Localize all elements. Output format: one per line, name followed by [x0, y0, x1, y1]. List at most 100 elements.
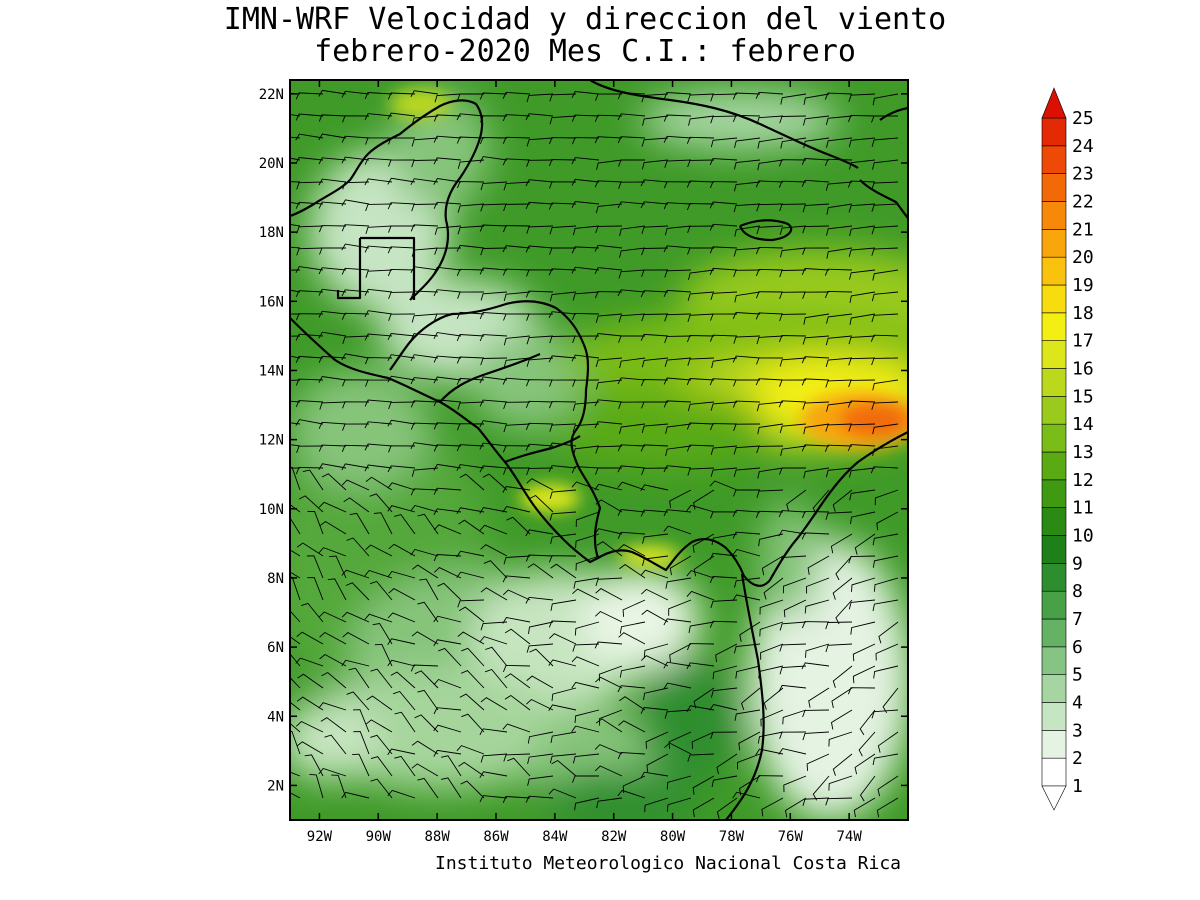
wind-barb: [595, 577, 623, 587]
wind-barb: [304, 754, 324, 777]
wind-barb: [875, 643, 899, 661]
wind-barb: [548, 788, 577, 799]
wind-barb: [295, 400, 324, 408]
wind-barb: [779, 291, 807, 299]
wind-barb: [411, 467, 439, 477]
wind-barb: [479, 156, 508, 164]
wind-barb: [387, 612, 416, 623]
colorbar-segment: [1041, 173, 1067, 202]
wind-barb: [296, 741, 324, 755]
wind-barb: [341, 224, 370, 232]
wind-barb: [668, 731, 692, 749]
wind-barb: [390, 671, 416, 689]
wind-barb: [327, 578, 347, 601]
wind-barb: [640, 333, 669, 341]
wind-barbs: [290, 89, 899, 819]
wind-barb: [365, 203, 393, 212]
wind-barb: [858, 731, 876, 757]
wind-barb: [847, 400, 876, 408]
wind-barb: [757, 137, 784, 149]
wind-barb: [503, 357, 531, 368]
wind-barb: [480, 203, 508, 212]
wind-barb: [596, 797, 623, 809]
wind-barb: [642, 555, 669, 566]
lat-tick-label: 6N: [267, 640, 284, 656]
wind-barb: [710, 445, 738, 455]
wind-barb: [571, 201, 600, 208]
wind-barb: [433, 399, 462, 407]
wind-barb: [595, 313, 623, 323]
wind-barb: [756, 401, 784, 412]
wind-barb: [319, 520, 347, 535]
wind-barb: [575, 511, 600, 528]
wind-barb: [640, 484, 669, 491]
wind-barb: [802, 247, 830, 255]
wind-barb: [832, 665, 853, 688]
wind-barb: [740, 687, 761, 711]
wind-barb: [572, 775, 599, 783]
lon-tick-label: 74W: [836, 829, 862, 845]
wind-barb: [760, 709, 784, 727]
wind-barb: [663, 245, 692, 253]
wind-barb: [709, 181, 738, 189]
wind-barb: [594, 421, 623, 429]
wind-barb: [459, 473, 485, 491]
wind-barb: [733, 489, 761, 497]
wind-barb: [548, 268, 577, 276]
wind-barb: [732, 400, 761, 408]
wind-barb: [346, 537, 370, 557]
wind-barb: [877, 731, 899, 753]
wind-barb: [871, 709, 899, 719]
wind-barb: [318, 89, 347, 97]
wind-barb: [803, 467, 830, 479]
wind-barb: [419, 578, 439, 601]
wind-barb: [366, 695, 393, 711]
wind-barb: [732, 531, 761, 539]
wind-barb: [525, 596, 554, 604]
wind-barb: [387, 92, 416, 100]
wind-barb: [341, 135, 370, 143]
wind-barb: [364, 113, 393, 121]
wind-barb: [849, 225, 876, 237]
wind-barb: [763, 577, 784, 600]
wind-barb: [848, 93, 876, 102]
wind-barb: [872, 423, 899, 435]
wind-barb: [688, 621, 715, 633]
wind-barb: [669, 555, 692, 576]
wind-barb: [642, 115, 669, 126]
wind-barb: [394, 514, 416, 535]
wind-barb: [295, 113, 324, 121]
wind-barb: [756, 445, 784, 454]
wind-barb: [433, 554, 462, 562]
wind-barb: [664, 225, 692, 236]
wind-barb: [525, 290, 554, 298]
wind-barb: [502, 575, 531, 583]
wind-barb: [353, 731, 370, 755]
wind-barb: [872, 379, 899, 391]
wind-barb: [871, 357, 899, 366]
colorbar-label: 3: [1072, 720, 1083, 741]
wind-barb: [433, 114, 462, 122]
wind-barb: [410, 377, 439, 385]
wind-barb: [641, 423, 669, 434]
wind-barb: [528, 621, 554, 634]
wind-barb: [802, 225, 830, 234]
wind-barb: [527, 775, 554, 786]
wind-barb: [433, 376, 462, 384]
wind-barb: [871, 203, 899, 212]
colorbar-label: 1: [1072, 776, 1083, 797]
wind-barb: [387, 202, 416, 210]
wind-barb: [617, 377, 646, 385]
wind-barb: [803, 423, 830, 435]
wind-barb: [302, 469, 324, 491]
wind-barb: [526, 478, 554, 491]
wind-barb: [872, 533, 899, 546]
wind-barb: [456, 113, 485, 121]
wind-barb: [456, 464, 485, 471]
wind-barb: [826, 203, 853, 215]
wind-barb: [826, 137, 853, 148]
wind-barb: [872, 599, 899, 612]
wind-barb: [573, 577, 600, 589]
colorbar-segment: [1041, 312, 1067, 341]
wind-barb: [594, 399, 623, 407]
